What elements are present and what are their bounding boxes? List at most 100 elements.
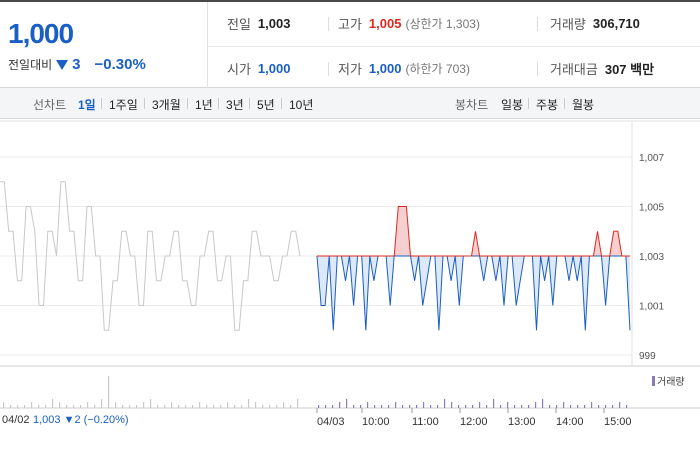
volume-value: 306,710 (592, 16, 640, 31)
volume-bar (381, 405, 383, 408)
volume-bar (479, 402, 481, 408)
volume-bar (346, 399, 348, 408)
today-down-line (316, 255, 631, 331)
volume-bar (45, 405, 47, 408)
volume-bar (136, 405, 138, 408)
volume-bar (549, 405, 551, 408)
open: 시가 1,000 (227, 47, 290, 90)
volume-bar (31, 402, 33, 408)
open-label: 시가 (227, 62, 251, 77)
volume-bar (199, 402, 201, 408)
volume-bar (269, 405, 271, 408)
volume-bar (3, 402, 5, 408)
upper-limit: (상한가 1,303) (405, 17, 480, 31)
volume-bar (178, 405, 180, 408)
volume-bar (227, 402, 229, 408)
volume-swatch (652, 375, 655, 386)
high: 고가 1,005 (상한가 1,303) (338, 2, 480, 45)
line-chart-title: 선차트 (33, 98, 67, 112)
lower-limit: (하한가 703) (405, 62, 470, 76)
tab-3y[interactable]: 3년 (226, 98, 244, 112)
prev-close-label: 전일 (227, 17, 251, 32)
x-tick-label: 10:00 (362, 416, 390, 428)
volume-bar (444, 399, 446, 408)
tab-daily-candle[interactable]: 일봉 (501, 98, 524, 112)
tab-3m[interactable]: 3개월 (152, 98, 181, 112)
volume-bar (276, 405, 278, 408)
volume-bar (24, 405, 26, 408)
y-tick-label: 1,001 (639, 302, 664, 313)
volume-bar (395, 402, 397, 408)
volume-bar (101, 399, 103, 408)
price-change: 전일대비 3 −0.30% (8, 56, 146, 73)
tab-1d[interactable]: 1일 (78, 98, 96, 112)
volume-bar (66, 405, 68, 408)
low: 저가 1,000 (하한가 703) (338, 47, 470, 90)
volume-label: 거래량 (550, 17, 586, 32)
price-box: 1,000 전일대비 3 −0.30% (0, 2, 208, 88)
y-axis-ticks: 1,007 1,005 1,003 1,001 999 (639, 153, 664, 362)
y-tick-label: 999 (639, 351, 656, 362)
x-tick-label: 14:00 (556, 416, 584, 428)
tab-1y[interactable]: 1년 (195, 98, 213, 112)
high-value: 1,005 (368, 16, 402, 31)
volume-bar (521, 405, 523, 408)
volume-bar (374, 405, 376, 408)
prev-date: 04/02 (2, 414, 30, 426)
prev-day-line (0, 181, 301, 331)
change-rate: −0.30% (94, 56, 146, 73)
tab-monthly-candle[interactable]: 월봉 (572, 98, 595, 112)
volume-bar (255, 402, 257, 408)
y-tick-label: 1,007 (639, 153, 664, 164)
x-tick-label: 04/03 (317, 416, 345, 428)
volume-bar (507, 402, 509, 408)
volume-bar (171, 402, 173, 408)
change-value: 3 (72, 56, 81, 73)
volume-bar (87, 402, 89, 408)
tab-10y[interactable]: 10년 (289, 98, 314, 112)
volume-bar (262, 405, 264, 408)
volume-bar (52, 399, 54, 408)
volume-bar (325, 405, 327, 408)
volume-bar (563, 402, 565, 408)
high-label: 고가 (338, 17, 362, 32)
volume-bar (157, 405, 159, 408)
volume-bars (3, 376, 628, 408)
volume-bar (486, 405, 488, 408)
volume-bar (605, 405, 607, 408)
tab-weekly-candle[interactable]: 주봉 (536, 98, 559, 112)
volume-bar (458, 405, 460, 408)
volume-bar (423, 402, 425, 408)
candle-chart-title: 봉차트 (455, 98, 489, 112)
chart-grid (0, 120, 700, 409)
volume-bar (318, 405, 320, 408)
volume-bar (10, 405, 12, 408)
volume-bar (59, 402, 61, 408)
volume-bar (108, 376, 110, 408)
prev-day-summary: 1,003 ▼2 (−0.20%) (33, 414, 129, 426)
volume-bar (430, 405, 432, 408)
volume-bar (388, 405, 390, 408)
volume-bar (17, 405, 19, 408)
volume-bar (206, 405, 208, 408)
volume-bar (143, 402, 145, 408)
volume-bar (584, 405, 586, 408)
volume-bar (192, 405, 194, 408)
volume-bar (619, 402, 621, 408)
x-tick-label: 11:00 (412, 416, 439, 428)
volume-bar (122, 405, 124, 408)
volume-bar (150, 399, 152, 408)
volume-bar (570, 405, 572, 408)
tab-5y[interactable]: 5년 (257, 98, 275, 112)
x-tick-label: 12:00 (460, 416, 488, 428)
volume-bar (528, 405, 530, 408)
volume-bar (339, 402, 341, 408)
x-tick-label: 15:00 (604, 416, 632, 428)
volume-bar (409, 405, 411, 408)
volume: 거래량 306,710 (550, 2, 640, 45)
today-up-line (317, 206, 630, 257)
volume-bar (612, 405, 614, 408)
x-tick-label: 13:00 (508, 416, 536, 428)
tab-1w[interactable]: 1주일 (109, 98, 138, 112)
